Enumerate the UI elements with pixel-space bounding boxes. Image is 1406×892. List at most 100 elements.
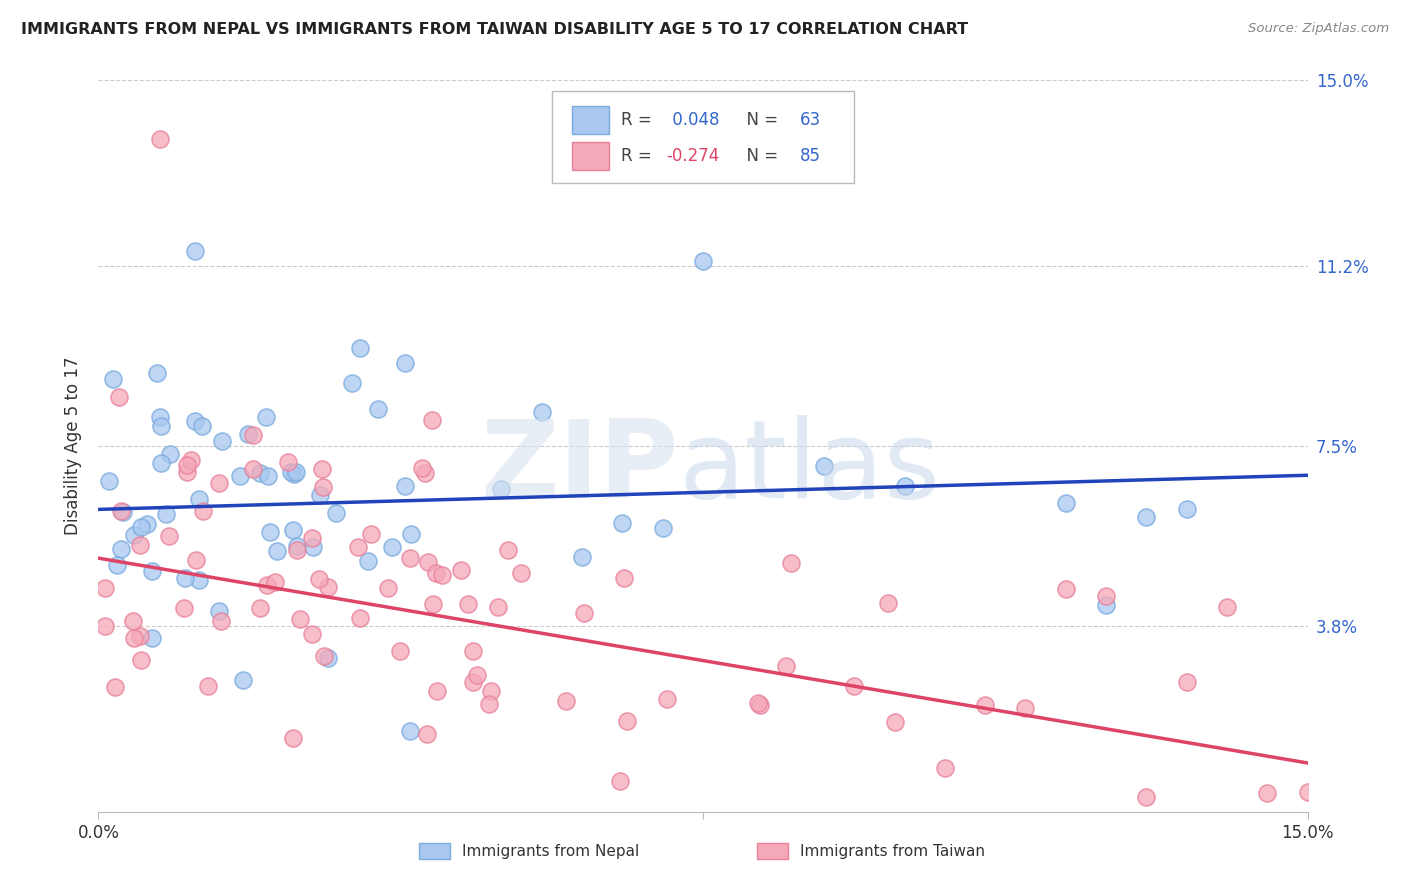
Point xyxy=(176,458,198,472)
Point xyxy=(98,474,121,488)
FancyBboxPatch shape xyxy=(551,91,855,183)
Point xyxy=(150,456,173,470)
Point xyxy=(461,644,484,658)
Point xyxy=(283,467,305,481)
Point xyxy=(129,629,152,643)
Point xyxy=(342,376,364,391)
Point xyxy=(813,458,835,473)
Point xyxy=(478,698,501,712)
Point xyxy=(416,727,439,741)
Point xyxy=(398,551,420,566)
Point xyxy=(574,606,596,620)
Point xyxy=(188,491,211,506)
Point xyxy=(325,506,347,520)
FancyBboxPatch shape xyxy=(758,843,789,859)
Point xyxy=(1095,589,1118,603)
Point xyxy=(308,572,330,586)
Point xyxy=(135,517,157,532)
Point xyxy=(377,582,399,596)
Point xyxy=(655,692,678,706)
Point xyxy=(190,419,212,434)
Text: atlas: atlas xyxy=(679,415,941,521)
FancyBboxPatch shape xyxy=(419,843,450,859)
Point xyxy=(394,478,416,492)
Point xyxy=(974,698,997,712)
Point xyxy=(1216,599,1239,614)
Point xyxy=(249,467,271,481)
Point xyxy=(893,479,915,493)
Text: 85: 85 xyxy=(800,147,821,165)
Point xyxy=(401,527,423,541)
Point xyxy=(609,774,631,789)
Text: Source: ZipAtlas.com: Source: ZipAtlas.com xyxy=(1249,22,1389,36)
Point xyxy=(425,566,447,581)
Point xyxy=(349,342,371,356)
Point xyxy=(197,679,219,693)
Point xyxy=(749,698,772,712)
Point xyxy=(141,564,163,578)
Point xyxy=(360,527,382,541)
Point xyxy=(173,601,195,615)
Point xyxy=(1054,582,1077,596)
Point xyxy=(389,644,412,658)
Point xyxy=(463,674,485,689)
Y-axis label: Disability Age 5 to 17: Disability Age 5 to 17 xyxy=(63,357,82,535)
Point xyxy=(257,468,280,483)
Text: Immigrants from Nepal: Immigrants from Nepal xyxy=(461,845,638,860)
Point xyxy=(208,476,231,491)
Point xyxy=(301,626,323,640)
Point xyxy=(103,372,125,386)
Point xyxy=(242,428,264,442)
Point xyxy=(301,532,323,546)
Point xyxy=(311,462,333,476)
Point xyxy=(491,483,513,497)
Point xyxy=(356,554,378,568)
Point xyxy=(193,504,215,518)
Point xyxy=(613,571,636,585)
Point xyxy=(420,413,443,427)
Text: R =: R = xyxy=(621,111,657,128)
Point xyxy=(105,558,128,573)
Point xyxy=(129,653,152,667)
Point xyxy=(612,516,634,531)
Point xyxy=(180,452,202,467)
Point xyxy=(288,612,311,626)
Point xyxy=(394,356,416,370)
Point xyxy=(141,631,163,645)
Point xyxy=(486,599,509,614)
Point xyxy=(1135,790,1157,805)
Point xyxy=(122,527,145,541)
Point xyxy=(692,253,714,268)
Point xyxy=(367,401,389,416)
Point xyxy=(266,544,288,558)
Point xyxy=(1256,786,1278,800)
Point xyxy=(149,132,172,146)
Point xyxy=(173,571,195,585)
Point xyxy=(281,524,304,538)
Point xyxy=(209,614,232,628)
Point xyxy=(249,600,271,615)
Point xyxy=(312,480,335,494)
Point xyxy=(780,556,803,570)
Point xyxy=(1296,785,1319,799)
Point xyxy=(1054,496,1077,510)
Point xyxy=(188,573,211,587)
Point xyxy=(399,723,422,738)
Point xyxy=(309,488,332,502)
Point xyxy=(555,694,578,708)
Point xyxy=(651,521,673,535)
Point xyxy=(1175,501,1198,516)
Point xyxy=(104,680,127,694)
Text: 63: 63 xyxy=(800,111,821,128)
Text: ZIP: ZIP xyxy=(481,415,679,521)
Text: 0.048: 0.048 xyxy=(666,111,720,128)
Point xyxy=(1014,701,1036,715)
Point xyxy=(176,466,198,480)
FancyBboxPatch shape xyxy=(572,143,609,170)
Point xyxy=(94,581,117,595)
Point xyxy=(110,504,132,518)
Point xyxy=(496,543,519,558)
Point xyxy=(184,414,207,428)
Point xyxy=(1135,509,1157,524)
Text: R =: R = xyxy=(621,147,657,165)
